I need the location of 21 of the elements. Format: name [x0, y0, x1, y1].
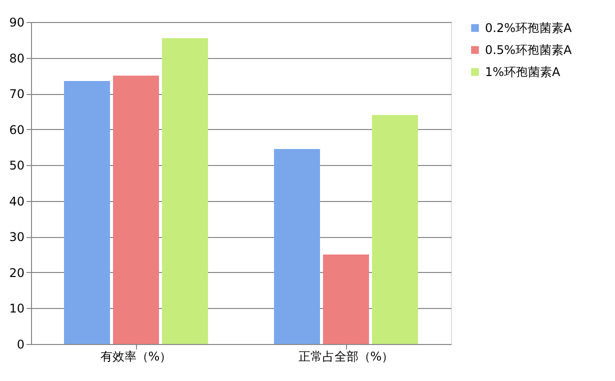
- y-tick-label: 70: [9, 87, 24, 102]
- legend-label: 0.2%环孢菌素A: [485, 21, 572, 35]
- y-tick-label: 80: [9, 51, 24, 66]
- y-tick-label: 30: [9, 230, 24, 244]
- bar: [162, 38, 208, 344]
- y-tick-label: 40: [9, 194, 24, 208]
- bar: [64, 81, 110, 344]
- y-tick-label: 10: [9, 302, 24, 316]
- bar: [372, 115, 418, 344]
- legend-label: 0.5%环孢菌素A: [485, 43, 572, 57]
- y-tick-label: 0: [16, 338, 24, 352]
- y-tick-label: 20: [9, 266, 24, 280]
- x-tick-label: 有效率（%）: [100, 350, 172, 364]
- y-tick-label: 60: [9, 122, 24, 137]
- y-tick-label: 90: [9, 16, 24, 30]
- y-tick-label: 50: [9, 158, 24, 173]
- bar: [113, 76, 159, 344]
- bar: [274, 149, 320, 344]
- legend-label: 1%环孢菌素A: [485, 65, 562, 79]
- bar: [323, 254, 369, 344]
- x-tick-label: 正常占全部（%）: [298, 350, 394, 364]
